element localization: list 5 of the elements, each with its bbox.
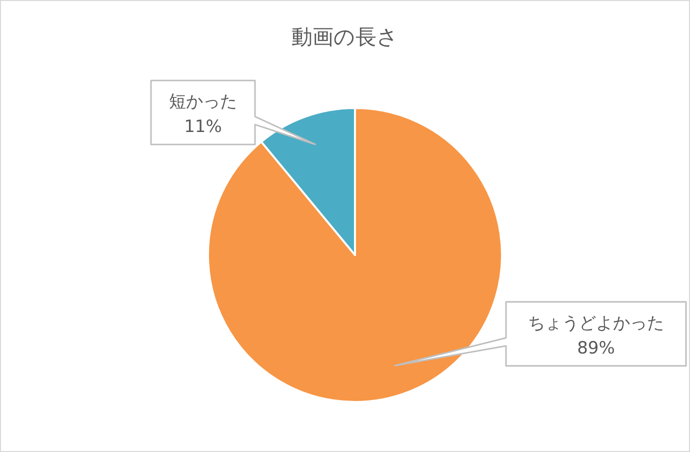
chart-title: 動画の長さ <box>292 25 398 49</box>
data-label: 11% <box>184 117 222 138</box>
data-label: 89% <box>577 338 615 358</box>
slice-label: 短かった <box>169 92 237 112</box>
slice-label: ちょうどよかった <box>528 313 664 334</box>
